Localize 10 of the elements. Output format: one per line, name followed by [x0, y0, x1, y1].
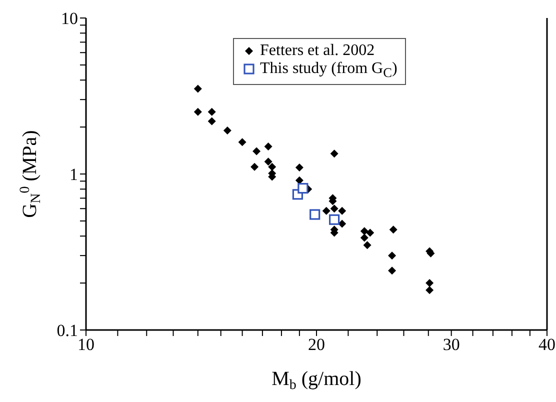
x-tick-label: 40 — [538, 335, 556, 354]
y-tick-label: 1 — [70, 165, 78, 184]
y-tick-label: 10 — [61, 9, 78, 28]
x-tick-label: 20 — [308, 335, 325, 354]
legend-label: Fetters et al. 2002 — [260, 42, 375, 59]
x-tick-label: 10 — [78, 335, 94, 354]
x-axis-title: M$_{b}$ (g/mol) — [272, 368, 362, 392]
legend-label: This study (from G$_{C}$) — [260, 60, 398, 80]
y-tick-label: 0.1 — [56, 321, 78, 340]
x-tick-label: 30 — [442, 335, 460, 354]
